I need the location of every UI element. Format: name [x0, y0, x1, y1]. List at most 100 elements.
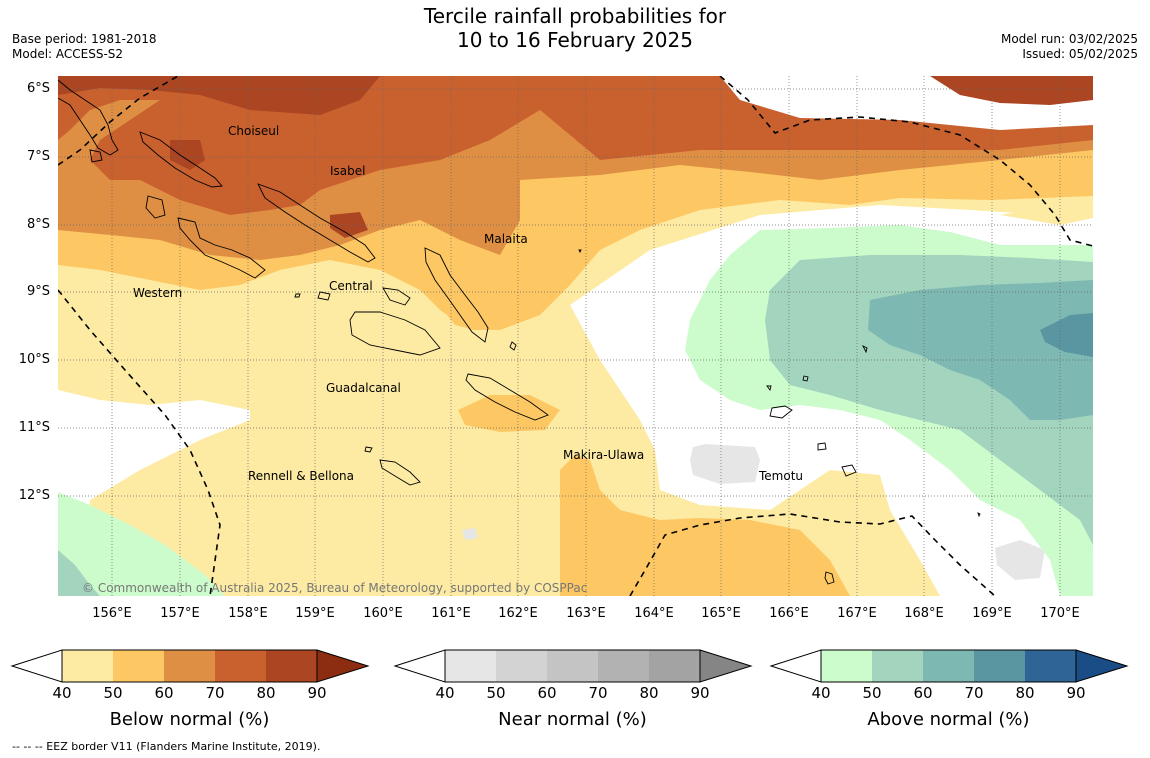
near-40-region-small	[462, 528, 478, 540]
eez-borders	[58, 76, 1093, 596]
cb-below-tick-90: 90	[307, 684, 327, 702]
below-50-region-guadalcanal	[458, 395, 560, 432]
island-tikopia	[824, 571, 835, 585]
island-bougainville	[58, 79, 119, 156]
colorbar-below-over-arrow	[316, 649, 370, 683]
model-name: Model: ACCESS-S2	[12, 47, 124, 61]
province-label-western: Western	[133, 286, 182, 300]
island-isabel	[257, 183, 376, 263]
colorbar-above-bin-1	[821, 650, 872, 682]
colorbar-above-over-arrow	[1075, 649, 1129, 683]
colorbar-below-bin-2	[113, 650, 164, 682]
cb-near-tick-70: 70	[588, 684, 608, 702]
province-label-malaita: Malaita	[484, 232, 528, 246]
cb-above-tick-60: 60	[913, 684, 933, 702]
island-florida	[382, 287, 411, 306]
cb-above-tick-80: 80	[1015, 684, 1035, 702]
cb-below-tick-40: 40	[52, 684, 72, 702]
colorbar-above-title: Above normal (%)	[867, 709, 1030, 730]
cb-near-tick-90: 90	[690, 684, 710, 702]
lon-label-167e: 167°E	[837, 606, 877, 621]
colorbar-below-bin-4	[215, 650, 266, 682]
colorbar-below-under-arrow	[10, 649, 63, 683]
island-bellona	[364, 446, 373, 453]
lon-label-157e: 157°E	[160, 606, 200, 621]
colorbar-below-title: Below normal (%)	[109, 709, 270, 730]
lon-label-164e: 164°E	[634, 606, 674, 621]
province-label-central: Central	[329, 279, 373, 293]
below-80-region-nw	[58, 76, 380, 115]
base-period: Base period: 1981-2018	[12, 32, 157, 46]
eez-footnote: -- -- -- EEZ border V11 (Flanders Marine…	[12, 740, 321, 753]
island-vella-lavella	[145, 195, 166, 219]
island-russell	[317, 291, 331, 301]
colorbars	[10, 649, 1129, 683]
below-80-region-ne	[930, 76, 1093, 105]
colorbar-above-bin-5	[1025, 650, 1076, 682]
colorbar-near-bin-1	[445, 650, 496, 682]
near-40-region-temotu	[690, 444, 760, 484]
cb-below-tick-60: 60	[154, 684, 174, 702]
province-label-rennell-bellona: Rennell & Bellona	[248, 469, 354, 483]
island-anuta	[977, 512, 981, 518]
lat-label-8s: 8°S	[26, 217, 50, 232]
island-rennell	[379, 459, 421, 486]
island-santa-cruz	[769, 405, 793, 419]
colorbar-above-bin-4	[974, 650, 1025, 682]
lon-label-159e: 159°E	[295, 606, 335, 621]
province-label-choiseul: Choiseul	[228, 124, 279, 138]
below-80-region-choiseul	[170, 140, 205, 170]
cb-above-tick-50: 50	[862, 684, 882, 702]
colorbar-above	[769, 649, 1129, 683]
colorbar-near-title: Near normal (%)	[498, 709, 647, 730]
meta-right: Model run: 03/02/2025 Issued: 05/02/2025	[1001, 32, 1138, 62]
cb-below-tick-80: 80	[256, 684, 276, 702]
lat-label-7s: 7°S	[26, 149, 50, 164]
colorbar-above-under-arrow	[769, 649, 822, 683]
lon-label-168e: 168°E	[904, 606, 944, 621]
colorbar-above-bin-3	[923, 650, 974, 682]
eez-border-nw	[58, 76, 179, 166]
lat-label-11s: 11°S	[18, 420, 50, 435]
island-utupua	[841, 464, 857, 477]
island-choiseul	[139, 131, 223, 188]
province-label-guadalcanal: Guadalcanal	[326, 381, 401, 395]
eez-border-se	[629, 513, 996, 596]
cb-near-tick-50: 50	[486, 684, 506, 702]
copyright-text: © Commonwealth of Australia 2025, Bureau…	[82, 581, 587, 595]
above-50-region-sw	[58, 550, 100, 596]
island-new-georgia	[177, 217, 266, 279]
colorbar-below-bin-5	[266, 650, 317, 682]
model-run: Model run: 03/02/2025	[1000, 32, 1138, 46]
lon-label-161e: 161°E	[431, 606, 471, 621]
cb-above-tick-70: 70	[964, 684, 984, 702]
lon-label-163e: 163°E	[566, 606, 606, 621]
cb-above-tick-40: 40	[811, 684, 831, 702]
below-50-region-south	[560, 455, 850, 596]
colorbar-below-bin-3	[164, 650, 215, 682]
cb-below-tick-70: 70	[205, 684, 225, 702]
lon-label-156e: 156°E	[92, 606, 132, 621]
island-small-e	[766, 385, 772, 392]
lon-label-165e: 165°E	[701, 606, 741, 621]
lat-label-12s: 12°S	[18, 488, 50, 503]
colorbar-near-bin-3	[547, 650, 598, 682]
lon-label-166e: 166°E	[769, 606, 809, 621]
lon-label-162e: 162°E	[498, 606, 538, 621]
province-label-makira-ulawa: Makira-Ulawa	[563, 448, 644, 462]
province-label-isabel: Isabel	[330, 164, 365, 178]
lon-label-158e: 158°E	[228, 606, 268, 621]
cb-near-tick-60: 60	[537, 684, 557, 702]
lon-label-169e: 169°E	[972, 606, 1012, 621]
colorbar-below-bin-1	[62, 650, 113, 682]
island-makira	[465, 373, 549, 421]
chart-title: Tercile rainfall probabilities for 10 to…	[0, 4, 1150, 52]
lon-label-160e: 160°E	[363, 606, 403, 621]
cb-above-tick-90: 90	[1066, 684, 1086, 702]
lat-label-9s: 9°S	[26, 284, 50, 299]
title-line-2: 10 to 16 February 2025	[457, 28, 693, 52]
island-shortlands	[89, 149, 103, 163]
province-label-temotu: Temotu	[758, 469, 803, 483]
colorbar-near-bin-2	[496, 650, 547, 682]
cb-below-tick-50: 50	[103, 684, 123, 702]
